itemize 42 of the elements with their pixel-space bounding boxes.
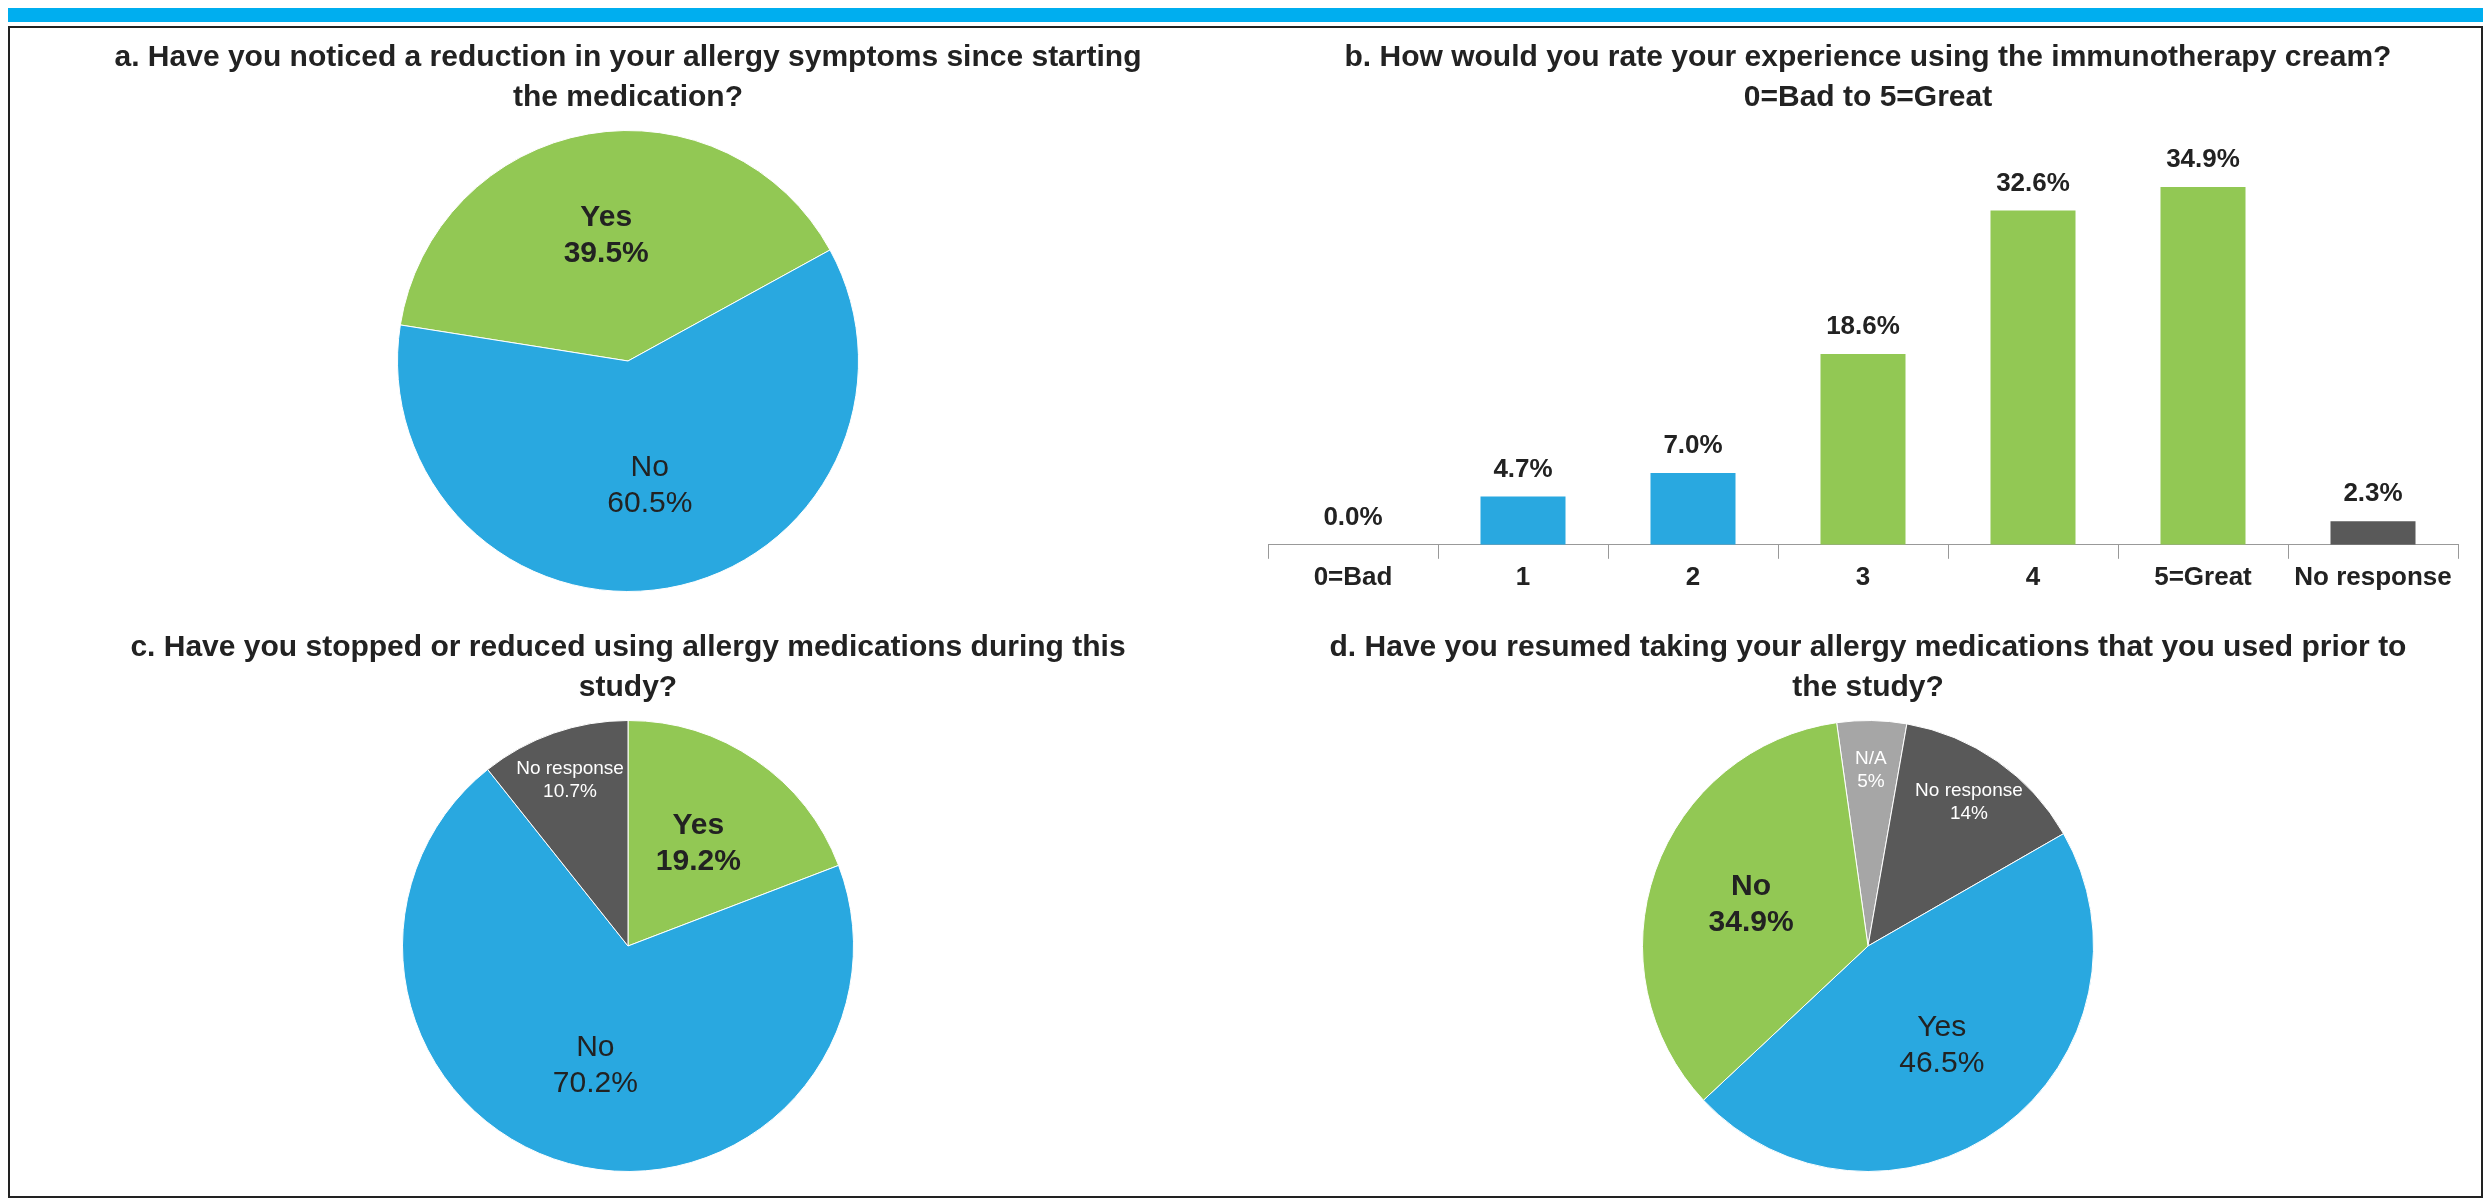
data-label: 46.5% — [1899, 1044, 1985, 1078]
data-label: 32.6% — [1996, 166, 2070, 197]
data-label: 2.3% — [2343, 477, 2403, 508]
data-label: 14% — [1949, 801, 1989, 823]
chart-title: c. Have you stopped or reduced using allergy medications during this study? — [129, 628, 1127, 704]
bar — [2330, 521, 2416, 545]
x-tick-label: 4 — [2025, 560, 2041, 591]
x-tick-label: 1 — [1515, 560, 1531, 591]
bar — [1650, 473, 1736, 545]
data-label: 18.6% — [1826, 310, 1900, 341]
x-tick-label: No response — [2294, 560, 2452, 591]
data-label: 7.0% — [1663, 429, 1723, 460]
chart-title: b. How would you rate your experience using the immunotherapy cream? 0=Bad to 5=Great — [1343, 38, 2393, 114]
slice-label: No — [1731, 868, 1772, 902]
data-label: 34.9% — [1708, 904, 1794, 938]
bar — [2160, 187, 2246, 545]
data-label: 60.5% — [607, 485, 693, 519]
chart-title: a. Have you noticed a reduction in your allergy symptoms since starting the medication? — [113, 38, 1143, 114]
slice-label: No — [630, 449, 669, 483]
data-label: 34.9% — [2166, 143, 2240, 174]
bar — [1990, 210, 2076, 545]
bar — [1820, 354, 1906, 545]
data-label: 10.7% — [543, 779, 598, 801]
slice-label: Yes — [580, 199, 633, 233]
slice-label: No response — [1915, 778, 2023, 800]
bar — [1480, 496, 1566, 545]
data-label: 0.0% — [1323, 500, 1383, 531]
data-label: 39.5% — [563, 235, 649, 269]
slice-label: N/A — [1855, 746, 1888, 768]
x-tick-label: 5=Great — [2154, 560, 2253, 591]
data-label: 4.7% — [1493, 452, 1553, 483]
data-label: 5% — [1857, 769, 1885, 791]
x-tick-label: 3 — [1855, 560, 1871, 591]
chart-title: d. Have you resumed taking your allergy medications that you used prior to the study? — [1328, 628, 2408, 704]
slice-label: Yes — [1917, 1008, 1967, 1042]
slice-label: No response — [516, 756, 624, 778]
data-label: 19.2% — [655, 843, 741, 877]
data-label: 70.2% — [552, 1064, 638, 1098]
slice-label: Yes — [672, 807, 725, 841]
slice-label: No — [576, 1028, 615, 1062]
x-tick-label: 0=Bad — [1313, 560, 1393, 591]
x-tick-label: 2 — [1685, 560, 1701, 591]
